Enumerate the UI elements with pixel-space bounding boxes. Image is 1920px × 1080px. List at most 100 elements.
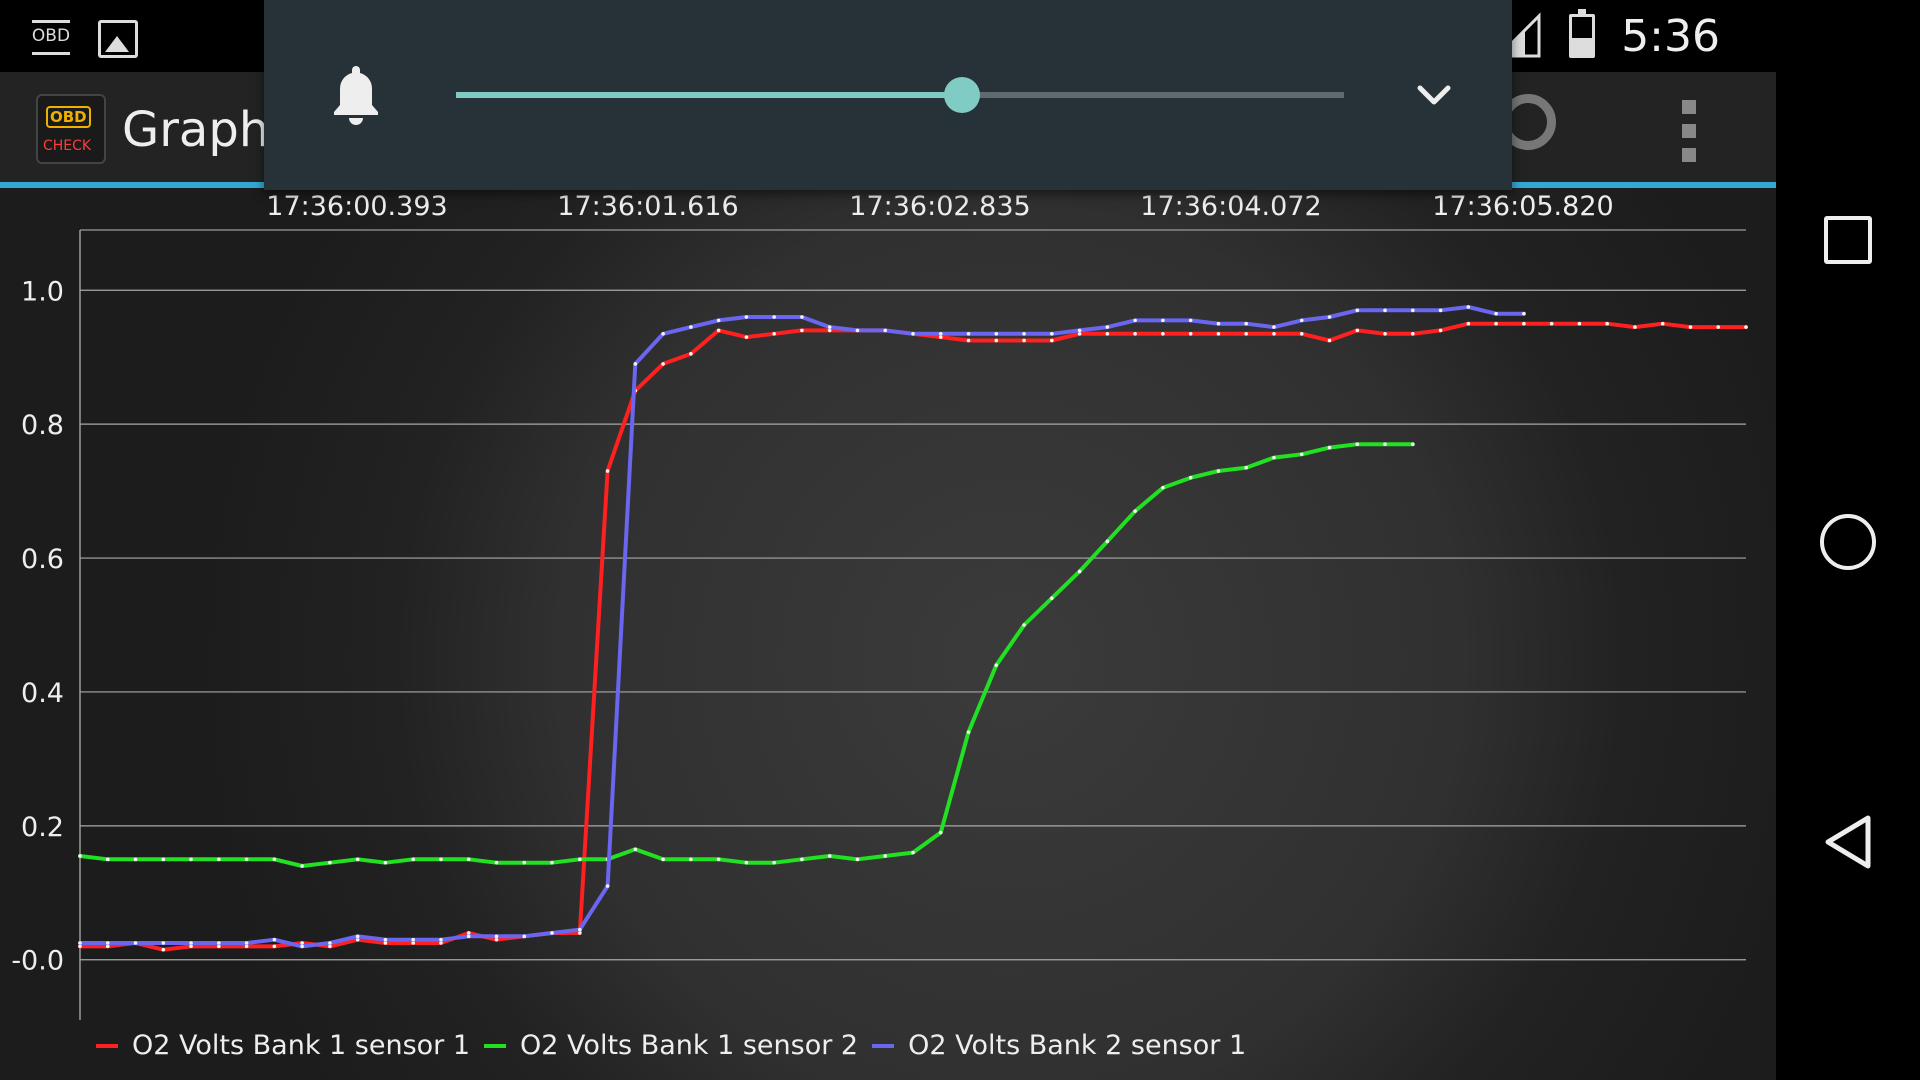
series-point <box>605 469 610 473</box>
series-point <box>494 937 499 942</box>
series-point <box>1716 325 1721 329</box>
app-logo-check-text: CHECK <box>43 138 92 154</box>
series-point <box>800 328 804 333</box>
series-point <box>772 331 776 336</box>
recent-apps-icon[interactable] <box>1824 216 1872 264</box>
series-point <box>1050 338 1054 343</box>
series-point <box>411 857 416 862</box>
graph-area[interactable]: 1.0 0.8 0.6 0.4 0.2 -0.0 17:36:00.393 17:36:01.… <box>0 188 1776 1080</box>
series-point <box>411 937 416 942</box>
series-point <box>1466 305 1471 309</box>
volume-slider[interactable] <box>456 77 1344 113</box>
series-point <box>716 857 721 862</box>
series-point <box>411 941 416 945</box>
series-point <box>272 944 277 949</box>
x-tick-label: 17:36:05.820 <box>1432 191 1613 222</box>
series-point <box>1522 321 1526 326</box>
app-logo-obd-text: OBD <box>46 106 91 128</box>
series-point <box>689 857 693 862</box>
series-point <box>328 944 332 949</box>
series-point <box>938 335 943 339</box>
y-tick-label: -0.0 <box>11 946 64 977</box>
series-point <box>1438 328 1443 333</box>
series-point <box>1188 475 1193 480</box>
series-point <box>1161 331 1165 336</box>
series-point <box>1355 308 1360 313</box>
series-point <box>244 857 249 862</box>
bell-icon[interactable] <box>328 62 384 126</box>
series-point <box>966 331 971 336</box>
series-point <box>855 857 860 862</box>
series-point <box>883 854 888 858</box>
y-tick-label: 0.2 <box>21 812 64 843</box>
navigation-bar <box>1776 0 1920 1080</box>
series-point <box>966 730 971 734</box>
series-point <box>1411 331 1415 336</box>
series-point <box>1744 325 1748 329</box>
series-point <box>494 860 499 865</box>
series-point <box>1022 338 1026 343</box>
series-point <box>1327 315 1332 319</box>
chevron-down-icon[interactable] <box>1414 80 1454 110</box>
series-point <box>578 857 582 862</box>
series-point <box>1660 321 1665 326</box>
series-point <box>1355 328 1360 333</box>
legend-label: O2 Volts Bank 1 sensor 1 <box>132 1030 471 1061</box>
back-icon[interactable] <box>1820 812 1876 872</box>
series-point <box>1133 331 1137 336</box>
series-point <box>355 857 360 862</box>
series-point <box>78 854 82 858</box>
series-point <box>1411 308 1415 313</box>
series-point <box>300 941 304 945</box>
series-point <box>1161 318 1165 323</box>
series-point <box>1411 442 1415 447</box>
series-point <box>911 850 915 855</box>
series-point <box>355 934 360 939</box>
series-point <box>633 847 638 852</box>
app-screen: 1.0 0.8 0.6 0.4 0.2 -0.0 17:36:00.393 17:36:01.… <box>0 0 1776 1080</box>
legend-item: O2 Volts Bank 1 sensor 2 <box>484 1030 858 1061</box>
chart-legend: O2 Volts Bank 1 sensor 1 O2 Volts Bank 1 … <box>96 1030 1246 1061</box>
series-point <box>1327 338 1332 343</box>
series-point <box>994 338 999 343</box>
series-point <box>1299 318 1304 323</box>
series-point <box>1355 442 1360 447</box>
series-point <box>772 860 776 865</box>
legend-swatch <box>96 1043 118 1048</box>
series-point <box>300 944 304 949</box>
series-point <box>105 857 110 862</box>
app-logo[interactable]: OBD CHECK <box>36 94 106 164</box>
overflow-menu-icon[interactable] <box>1682 100 1698 166</box>
series-point <box>328 860 332 865</box>
series-point <box>383 860 388 865</box>
series-point <box>689 352 693 356</box>
series-point <box>383 937 388 942</box>
series-point <box>744 860 749 865</box>
x-tick-label: 17:36:02.835 <box>849 191 1030 222</box>
legend-swatch <box>872 1043 895 1048</box>
series-point <box>1494 321 1498 326</box>
series-point <box>522 934 527 939</box>
series-point <box>800 315 804 319</box>
series-point <box>578 927 582 932</box>
series-point <box>938 830 943 835</box>
series-point <box>1605 321 1609 326</box>
series-point <box>772 315 776 319</box>
series-point <box>1105 325 1110 329</box>
series-point <box>328 941 332 945</box>
series-point <box>466 931 471 935</box>
series-point <box>689 325 693 329</box>
series-point <box>1327 445 1332 450</box>
series-point <box>938 331 943 336</box>
series-point <box>911 331 915 336</box>
series-point <box>578 931 582 935</box>
series-point <box>1383 442 1387 447</box>
volume-slider-thumb[interactable] <box>944 77 981 113</box>
series-point <box>827 854 832 858</box>
series-point <box>827 328 832 333</box>
series-point <box>994 663 999 667</box>
obd-notification-label: OBD <box>31 26 71 46</box>
series-point <box>1549 321 1554 326</box>
home-icon[interactable] <box>1820 514 1876 570</box>
series-point <box>1161 485 1165 490</box>
